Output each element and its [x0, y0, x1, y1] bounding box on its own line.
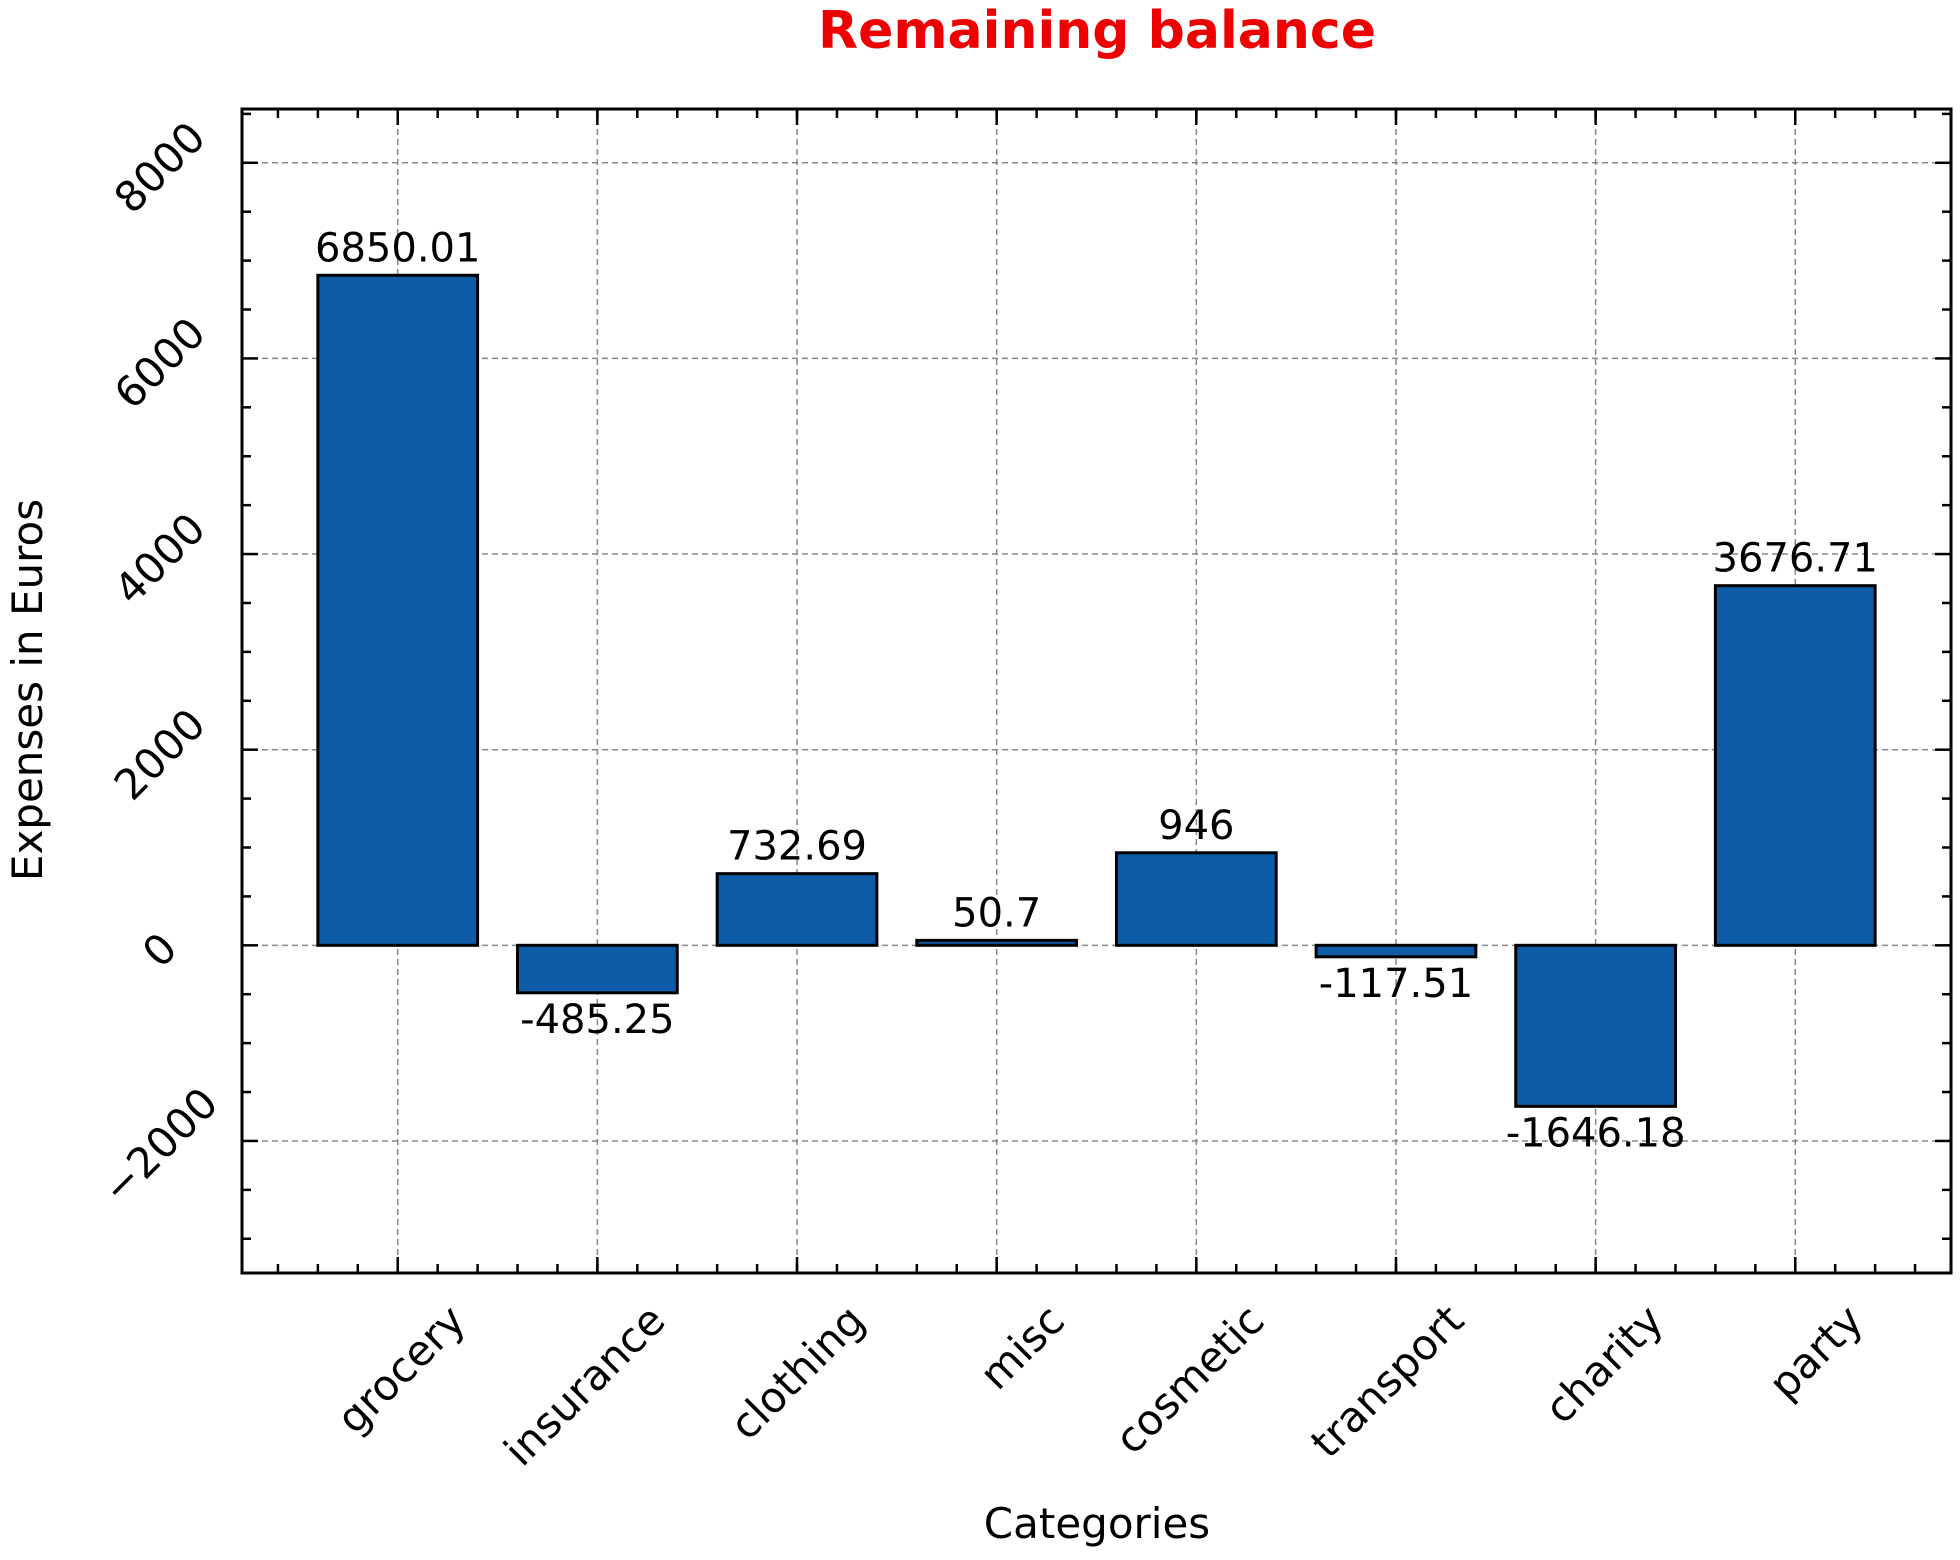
y-tick-labels: −2000 0 2000 4000 6000 8000: [92, 112, 227, 1213]
x-tick-label-transport: transport: [1301, 1295, 1473, 1467]
grid-lines: [242, 109, 1951, 1273]
value-label-transport: -117.51: [1319, 961, 1473, 1007]
bar-transport: [1314, 943, 1478, 959]
plot-frame: [240, 107, 1953, 1275]
value-label-insurance: -485.25: [520, 997, 674, 1043]
bar-insurance: [516, 943, 679, 995]
y-tick-label: 2000: [105, 699, 215, 809]
value-labels: 6850.01 -485.25 732.69 50.7 946 -117.51 -1646.…: [315, 225, 1878, 1156]
bars: [316, 273, 1877, 1108]
bar-cosmetic: [1114, 851, 1278, 947]
y-tick-label: 8000: [105, 112, 215, 222]
bar-party: [1713, 584, 1877, 947]
bar-charity: [1514, 943, 1677, 1108]
y-tick-label: 0: [133, 923, 187, 977]
value-label-cosmetic: 946: [1158, 803, 1234, 849]
chart-title: Remaining balance: [818, 1, 1376, 61]
x-tick-label-clothing: clothing: [720, 1295, 874, 1449]
bar-grocery: [316, 273, 480, 947]
bar-clothing: [715, 872, 879, 947]
x-tick-label-grocery: grocery: [327, 1295, 475, 1443]
value-label-clothing: 732.69: [727, 824, 867, 870]
x-tick-label-misc: misc: [970, 1295, 1074, 1399]
axis-ticks: [242, 109, 1951, 1273]
x-tick-labels: grocery insurance clothing misc cosmetic tran…: [327, 1295, 1872, 1475]
x-axis-label: Categories: [984, 1499, 1210, 1548]
value-label-party: 3676.71: [1713, 536, 1878, 582]
value-label-charity: -1646.18: [1506, 1110, 1686, 1156]
value-label-grocery: 6850.01: [315, 225, 480, 271]
x-tick-label-cosmetic: cosmetic: [1105, 1295, 1273, 1463]
x-tick-label-charity: charity: [1535, 1295, 1673, 1433]
y-tick-label: 4000: [105, 504, 215, 614]
x-tick-label-party: party: [1759, 1295, 1872, 1408]
y-tick-label: −2000: [92, 1078, 227, 1213]
bar-misc: [915, 938, 1079, 947]
y-tick-label: 6000: [105, 308, 215, 418]
x-tick-label-insurance: insurance: [495, 1295, 675, 1475]
value-label-misc: 50.7: [952, 890, 1041, 936]
y-axis-label: Expenses in Euros: [3, 499, 52, 881]
